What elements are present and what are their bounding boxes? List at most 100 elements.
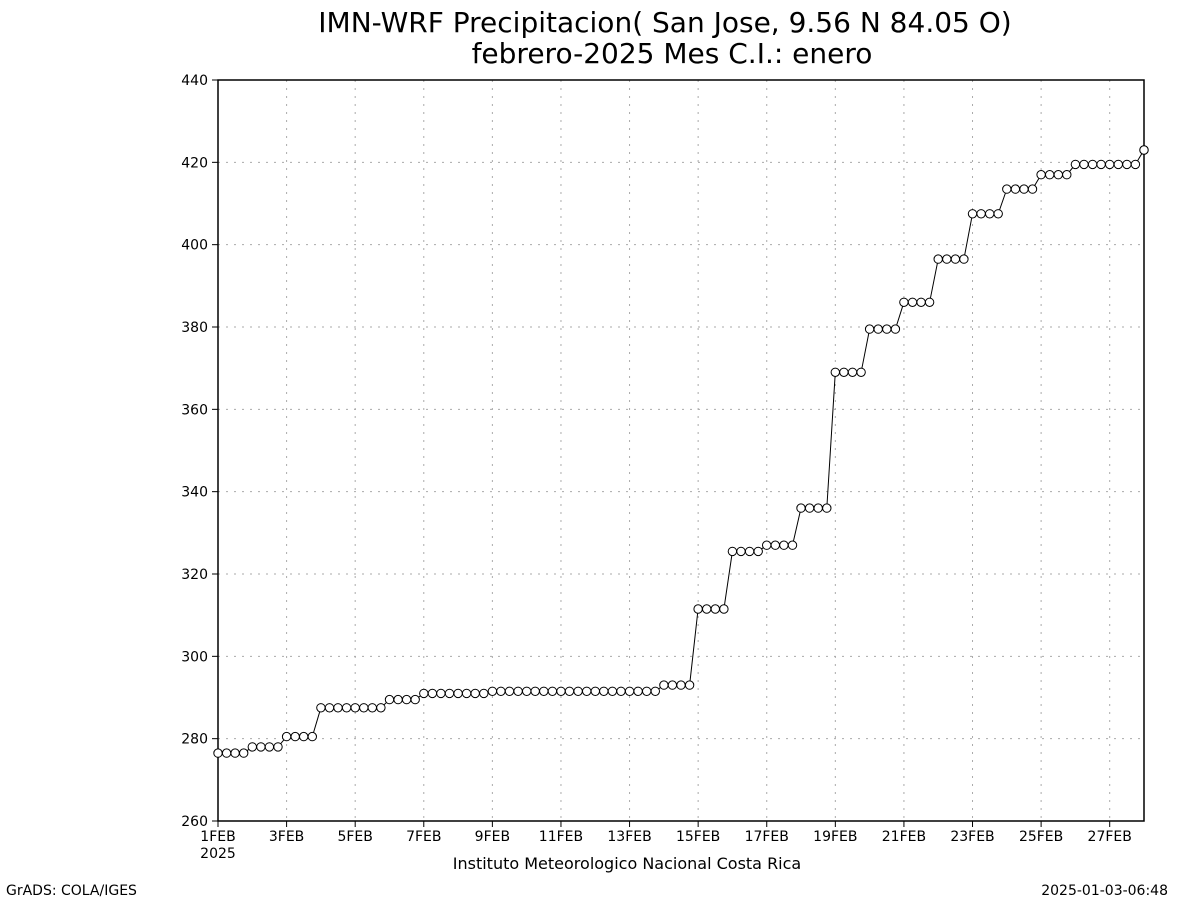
y-tick-label: 380 (181, 320, 208, 336)
data-markers (213, 145, 1149, 758)
data-point (470, 688, 480, 699)
data-point (590, 686, 600, 696)
data-point (513, 686, 523, 696)
data-point (659, 680, 669, 690)
data-point (444, 688, 455, 699)
x-tick-label: 13FEB (607, 829, 651, 845)
x-tick-label: 15FEB (676, 829, 720, 845)
chart-subtitle: febrero-2025 Mes C.I.: enero (472, 37, 873, 70)
data-point (539, 686, 549, 696)
data-point (1087, 159, 1098, 170)
data-point (959, 254, 969, 264)
data-point (624, 686, 635, 696)
data-point (1019, 184, 1029, 194)
data-point (993, 209, 1003, 219)
data-point (522, 686, 532, 696)
x-tick-label: 21FEB (882, 829, 926, 845)
data-point (547, 686, 558, 696)
data-point (496, 686, 506, 696)
data-point (1105, 159, 1115, 170)
data-point (1062, 170, 1072, 180)
data-point (273, 742, 283, 752)
data-point (1070, 159, 1081, 170)
data-point (239, 748, 249, 758)
y-tick-label: 360 (181, 402, 208, 418)
data-point (779, 540, 789, 550)
data-point (264, 742, 275, 752)
data-point (693, 604, 703, 614)
x-tick-label: 25FEB (1019, 829, 1063, 845)
data-point (830, 367, 840, 377)
x-tick-label: 23FEB (950, 829, 994, 845)
data-point (427, 688, 438, 699)
data-point (1079, 159, 1089, 170)
data-point (727, 546, 738, 557)
data-point (702, 604, 712, 614)
data-point (213, 748, 223, 758)
data-point (762, 540, 772, 550)
y-tick-label: 320 (181, 567, 208, 583)
data-point (333, 703, 343, 713)
data-point (890, 324, 901, 334)
y-tick-label: 280 (181, 732, 208, 748)
data-point (822, 503, 832, 513)
x-tick-label: 11FEB (539, 829, 583, 845)
footer-right-timestamp: 2025-01-03-06:48 (1041, 883, 1168, 899)
y-tick-label: 260 (181, 814, 208, 830)
data-point (899, 297, 909, 307)
plot-frame (217, 79, 1145, 822)
data-point (924, 297, 935, 307)
data-point (453, 688, 463, 699)
data-point (307, 731, 317, 742)
data-point (1027, 184, 1038, 194)
data-point (684, 680, 695, 690)
data-point (401, 694, 412, 705)
data-point (967, 209, 978, 219)
data-point (710, 604, 720, 614)
data-point (376, 703, 386, 713)
data-point (1113, 159, 1124, 170)
data-point (856, 367, 866, 377)
data-point (573, 686, 583, 696)
data-point (873, 324, 883, 334)
data-point (882, 324, 892, 334)
precipitation-series-line (218, 149, 1145, 754)
footer-left-grads: GrADS: COLA/IGES (6, 883, 137, 899)
data-point (324, 703, 335, 713)
data-point (976, 209, 986, 219)
data-point (1036, 170, 1046, 180)
data-point (221, 748, 232, 758)
data-point (796, 503, 806, 513)
data-point (839, 367, 849, 377)
x-tick-label: 5FEB (337, 829, 372, 845)
data-point (1130, 159, 1141, 170)
data-point (419, 688, 429, 699)
data-point (942, 254, 952, 264)
institution-credit: Instituto Meteorologico Nacional Costa R… (453, 854, 801, 873)
data-point (461, 688, 472, 699)
y-tick-label: 400 (181, 238, 208, 254)
data-point (667, 680, 678, 690)
data-point (847, 367, 858, 377)
data-point (367, 703, 377, 713)
x-tick-label: 7FEB (406, 829, 441, 845)
x-tick-label: 3FEB (269, 829, 304, 845)
data-point (599, 686, 609, 696)
data-point (479, 688, 489, 699)
data-point (504, 686, 515, 696)
data-point (985, 209, 995, 219)
data-point (676, 680, 686, 690)
data-point (916, 297, 926, 307)
data-point (1002, 184, 1012, 194)
data-point (719, 604, 729, 614)
data-point (350, 703, 360, 713)
data-point (436, 688, 446, 699)
data-point (410, 694, 420, 705)
data-point (359, 703, 369, 713)
data-point (642, 686, 652, 696)
data-point (299, 731, 309, 742)
data-point (247, 742, 258, 752)
data-point (633, 686, 643, 696)
data-point (950, 254, 961, 264)
